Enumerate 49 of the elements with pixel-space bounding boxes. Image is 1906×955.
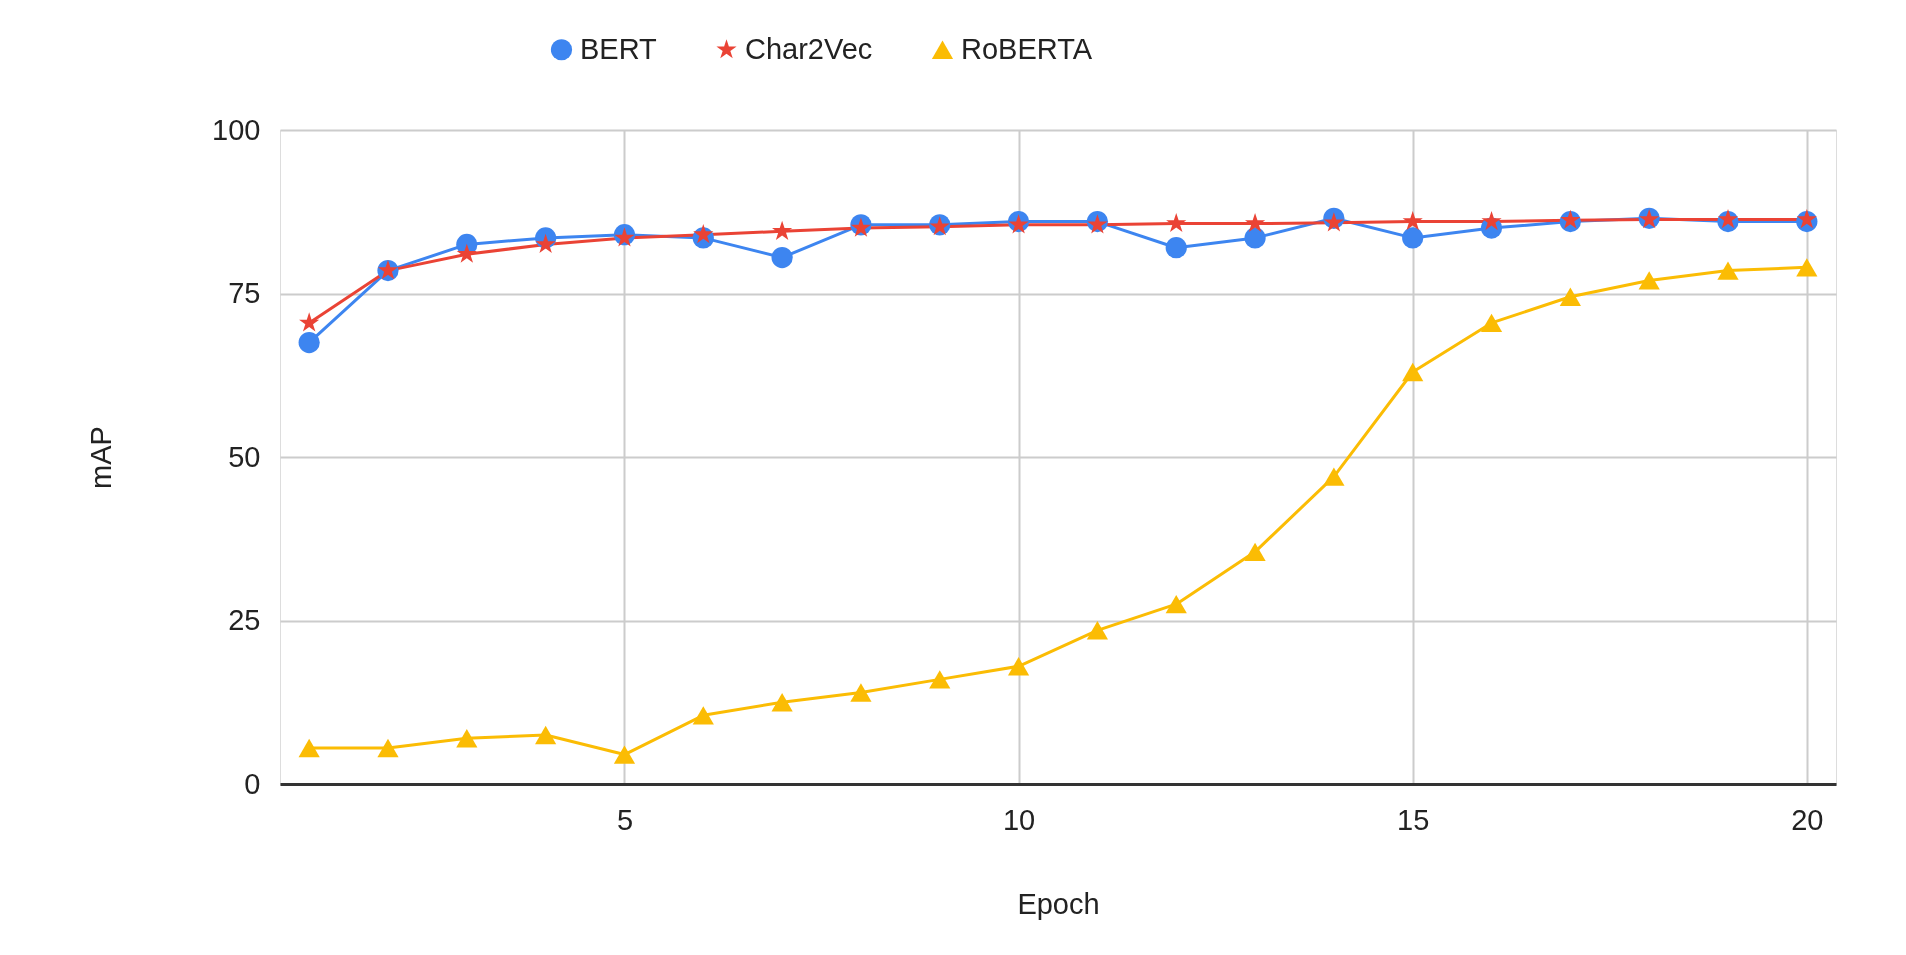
point xyxy=(1165,594,1187,614)
y-axis-title: mAP xyxy=(85,426,118,489)
point xyxy=(535,725,557,745)
point xyxy=(1244,227,1266,249)
y-tick-label: 100 xyxy=(212,113,261,146)
point xyxy=(377,738,399,758)
point xyxy=(1717,261,1739,280)
point xyxy=(1323,212,1344,232)
point xyxy=(1402,362,1424,382)
y-tick-label: 75 xyxy=(228,277,261,309)
point xyxy=(1323,467,1345,486)
y-tick-label: 25 xyxy=(228,604,261,636)
point xyxy=(1244,212,1266,233)
y-tick-label: 50 xyxy=(228,440,261,473)
point xyxy=(1007,657,1030,676)
point xyxy=(772,220,793,240)
point xyxy=(298,738,320,758)
point xyxy=(1796,258,1818,277)
legend-label: BERT xyxy=(580,32,658,65)
point xyxy=(535,233,556,254)
point xyxy=(850,683,872,702)
point xyxy=(456,729,478,748)
point xyxy=(1481,210,1502,231)
x-tick-label: 20 xyxy=(1791,803,1824,836)
point xyxy=(929,670,951,689)
point xyxy=(1638,271,1660,290)
point xyxy=(299,312,320,332)
point xyxy=(1559,287,1581,306)
point xyxy=(1086,621,1109,640)
point xyxy=(1402,210,1423,231)
point xyxy=(613,745,636,764)
legend-label: RoBERTA xyxy=(961,32,1093,65)
point xyxy=(456,243,477,263)
y-tick-label: 0 xyxy=(244,767,261,800)
legend-label: Char2Vec xyxy=(745,32,873,65)
point xyxy=(771,246,793,269)
point xyxy=(1244,542,1266,562)
x-tick-label: 5 xyxy=(616,803,634,836)
point xyxy=(1166,212,1187,233)
point xyxy=(1165,237,1187,259)
point xyxy=(1480,313,1503,333)
point xyxy=(298,331,320,354)
x-tick-label: 15 xyxy=(1397,803,1430,836)
point xyxy=(692,706,714,725)
point xyxy=(771,693,793,712)
point xyxy=(693,224,714,244)
point xyxy=(1402,227,1424,249)
x-tick-label: 10 xyxy=(1002,803,1036,836)
x-axis-title: Epoch xyxy=(1017,887,1100,920)
